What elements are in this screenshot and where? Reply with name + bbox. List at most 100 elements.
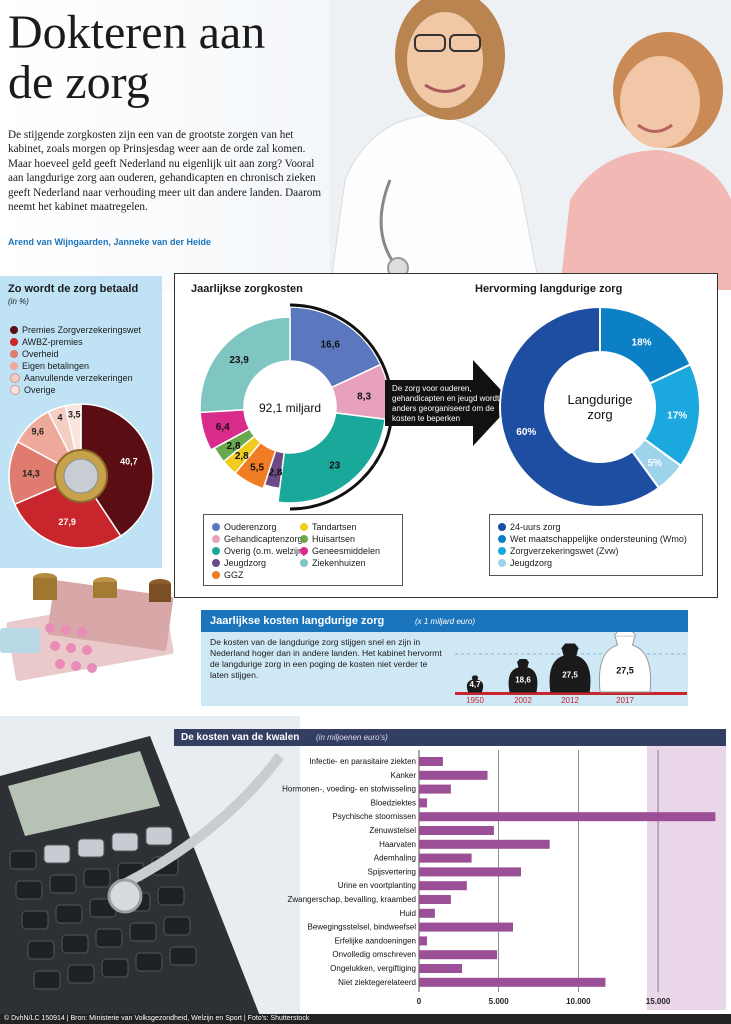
longterm-description: De kosten van de langdurige zorg stijgen…: [210, 637, 442, 680]
zorgkosten-legend-label-0: Ouderenzorg: [224, 522, 277, 532]
zorgkosten-legend-item-0: Ouderenzorg: [212, 521, 300, 533]
zorgkosten-legend: Ouderenzorg Gehandicaptenzorg Overig (o.m.…: [203, 514, 403, 586]
payment-legend-swatch-3: [10, 362, 18, 370]
bag-year-label-2: 2012: [561, 696, 579, 705]
payment-legend-item-4: Aanvullende verzekeringen: [10, 372, 141, 384]
kwalen-category-4: Psychische stoornissen: [332, 812, 416, 821]
zorgkosten-value-label-4: 5,5: [250, 463, 264, 474]
payment-legend-swatch-0: [10, 326, 18, 334]
zorgkosten-legend-item-2: Overig (o.m. welzijn): [212, 545, 306, 557]
calculator-key-3-2: [95, 928, 123, 948]
title-line-1: Dokteren aan: [8, 6, 266, 59]
zorgkosten-legend-swatch-8: [300, 559, 308, 567]
hervorming-value-label-0: 60%: [516, 427, 536, 438]
payment-value-label-0: 40,7: [120, 457, 138, 467]
payment-panel: Zo wordt de zorg betaald (in %) Premies …: [0, 276, 162, 571]
hero-photo: [0, 0, 731, 290]
hervorming-slice-0: [499, 305, 661, 508]
euro-coin-center: [63, 458, 99, 494]
hervorming-center-label-0: Langdurige: [567, 392, 632, 407]
zorgkosten-legend-swatch-5: [300, 523, 308, 531]
payment-legend-label-4: Aanvullende verzekeringen: [24, 373, 133, 383]
kwalen-bar-1: [419, 770, 488, 780]
title-line-2: de zorg: [8, 56, 150, 109]
zorgkosten-value-label-7: 6,4: [216, 422, 230, 433]
bag-year-label-1: 2002: [514, 696, 532, 705]
hervorming-legend-label-0: 24-uurs zorg: [510, 522, 561, 532]
kwalen-bar-3: [419, 798, 427, 808]
payment-legend-label-3: Eigen betalingen: [22, 361, 90, 371]
money-bag-3: [598, 635, 652, 693]
payment-value-label-3: 9,6: [31, 427, 44, 437]
payment-legend-item-5: Overige: [10, 384, 141, 396]
zorgkosten-legend-item-1: Gehandicaptenzorg: [212, 533, 303, 545]
payment-legend-label-2: Overheid: [22, 349, 59, 359]
payment-legend-item-1: AWBZ-premies: [10, 336, 141, 348]
hervorming-legend-swatch-2: [498, 547, 506, 555]
kwalen-bar-5: [419, 826, 494, 835]
kwalen-title: De kosten van de kwalen: [181, 732, 300, 743]
calculator-key-2-0: [21, 910, 49, 930]
zorgkosten-value-label-6: 2,8: [227, 441, 241, 452]
payment-legend-swatch-5: [10, 385, 20, 395]
zorgkosten-legend-swatch-6: [300, 535, 308, 543]
kwalen-xtick-1: 5.000: [489, 997, 510, 1006]
kwalen-bar-4: [419, 812, 716, 822]
hervorming-legend-label-2: Zorgverzekeringswet (Zvw): [510, 546, 619, 556]
zorgkosten-legend-item-7: Geneesmiddelen: [300, 545, 410, 557]
payment-value-label-1: 27,9: [58, 517, 76, 527]
bag-value-label-1: 18,6: [515, 675, 531, 684]
kwalen-xtick-2: 10.000: [566, 997, 591, 1006]
kwalen-bar-0: [419, 757, 443, 766]
footer-credits: © DvhN/LC 150914 | Bron: Ministerie van …: [4, 1015, 310, 1022]
zorgkosten-legend-label-2: Overig (o.m. welzijn): [224, 546, 307, 556]
kwalen-bar-8: [419, 867, 521, 877]
payment-pie-chart: 40,7 27,9 14,3 9,6 4 3,5: [8, 403, 154, 549]
calculator-key-0-3: [111, 832, 139, 852]
hervorming-legend-item-1: Wet maatschappelijke ondersteuning (Wmo): [498, 533, 694, 545]
longterm-bags-chart: 4,7 1950 18,6 2002 27,5 2012 27,5 2017: [455, 632, 687, 705]
zorgkosten-legend-item-6: Huisartsen: [300, 533, 410, 545]
hervorming-value-label-1: 18%: [632, 338, 652, 349]
bags-baseline: [455, 692, 687, 695]
payment-legend-label-5: Overige: [24, 385, 56, 395]
kwalen-bar-6: [419, 839, 550, 849]
zorgkosten-title: Jaarlijkse zorgkosten: [191, 283, 303, 295]
kwalen-bar-2: [419, 784, 451, 794]
payment-legend-item-3: Eigen betalingen: [10, 360, 141, 372]
footer-bar: © DvhN/LC 150914 | Bron: Ministerie van …: [0, 1014, 731, 1024]
longterm-panel: Jaarlijkse kosten langdurige zorg (x 1 m…: [201, 610, 688, 706]
hervorming-value-label-2: 17%: [667, 410, 687, 421]
zorgkosten-legend-item-8: Ziekenhuizen: [300, 557, 410, 569]
kwalen-category-15: Ongelukken, vergiftiging: [330, 964, 416, 973]
calculator-key-3-3: [129, 922, 157, 942]
longterm-title: Jaarlijkse kosten langdurige zorg: [210, 615, 385, 627]
money-bag-top-0: [471, 675, 479, 678]
zorgkosten-legend-label-5: Tandartsen: [312, 522, 357, 532]
kwalen-xtick-3: 15.000: [646, 997, 671, 1006]
kwalen-subtitle: (in miljoenen euro's): [316, 733, 388, 742]
zorgkosten-legend-label-6: Huisartsen: [312, 534, 356, 544]
kwalen-bar-15: [419, 964, 463, 973]
kwalen-bar-16: [419, 977, 606, 987]
intro-text: De stijgende zorgkosten zijn een van de …: [8, 129, 322, 214]
hervorming-legend-swatch-0: [498, 523, 506, 531]
zorgkosten-slice-2: [277, 412, 387, 504]
payment-slice-2: [8, 440, 83, 506]
zorgkosten-legend-label-7: Geneesmiddelen: [312, 546, 381, 556]
calculator-stethoscope-image: [0, 716, 300, 1016]
longterm-header: Jaarlijkse kosten langdurige zorg (x 1 m…: [201, 610, 688, 632]
kwalen-category-1: Kanker: [391, 771, 417, 780]
calculator-key-2-1: [55, 904, 83, 924]
kwalen-bar-7: [419, 853, 472, 863]
kwalen-highlight-band: [647, 746, 726, 1010]
payment-legend-label-0: Premies Zorgverzekeringswet: [22, 325, 142, 335]
calculator-key-0-4: [145, 826, 173, 846]
payment-legend-label-1: AWBZ-premies: [22, 337, 83, 347]
kwalen-category-12: Bewegingsstelsel, bindweefsel: [307, 923, 416, 932]
zorgkosten-slice-8: [199, 316, 291, 414]
kwalen-category-13: Erfelijke aandoeningen: [335, 936, 416, 945]
kwalen-bar-11: [419, 908, 435, 918]
hervorming-title: Hervorming langdurige zorg: [475, 283, 623, 295]
